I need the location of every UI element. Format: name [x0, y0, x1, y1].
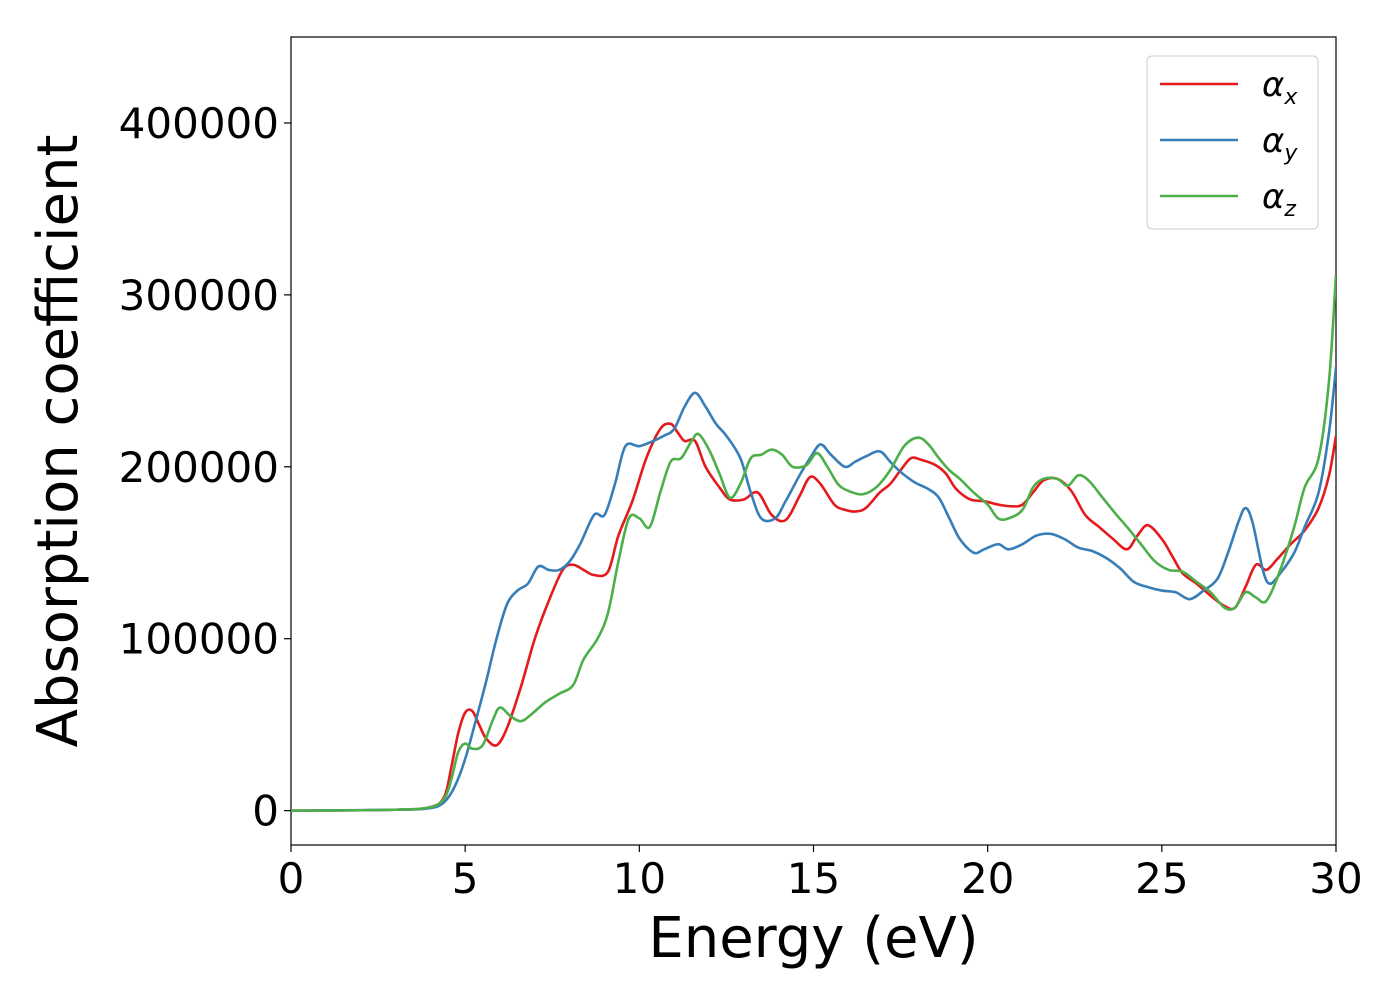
legend-frame [1146, 55, 1319, 230]
legend-symbol: α [1262, 65, 1284, 105]
y-axis: 0 100000 200000 300000 400000 [119, 99, 291, 836]
x-tick-label: 30 [1309, 854, 1362, 903]
y-tick-label: 0 [252, 787, 279, 836]
legend-subscript: x [1283, 85, 1298, 110]
series-line-z [291, 274, 1336, 812]
y-tick-label: 100000 [119, 615, 279, 664]
series-line-x [291, 422, 1336, 812]
x-tick-label: 25 [1135, 854, 1188, 903]
x-tick-label: 20 [961, 854, 1014, 903]
legend-symbol: α [1262, 121, 1284, 161]
legend-label-z: αz [1262, 177, 1296, 222]
y-tick-label: 300000 [119, 271, 279, 320]
x-axis: 0 5 10 15 20 25 30 [278, 845, 1363, 903]
x-axis-title: Energy (eV) [648, 906, 978, 971]
y-axis-title: Absorption coefficient [26, 135, 91, 748]
series-line-y [291, 366, 1336, 812]
legend-subscript: y [1283, 141, 1298, 166]
legend-label-y: αy [1262, 121, 1298, 166]
x-tick-label: 5 [452, 854, 479, 903]
x-tick-label: 15 [787, 854, 840, 903]
y-tick-label: 400000 [119, 99, 279, 148]
x-tick-label: 0 [278, 854, 305, 903]
legend-label-x: αx [1262, 65, 1298, 110]
legend-subscript: z [1283, 197, 1296, 222]
y-tick-label: 200000 [119, 443, 279, 492]
series-layer [291, 274, 1336, 812]
x-tick-label: 10 [613, 854, 666, 903]
legend-symbol: α [1262, 177, 1284, 217]
